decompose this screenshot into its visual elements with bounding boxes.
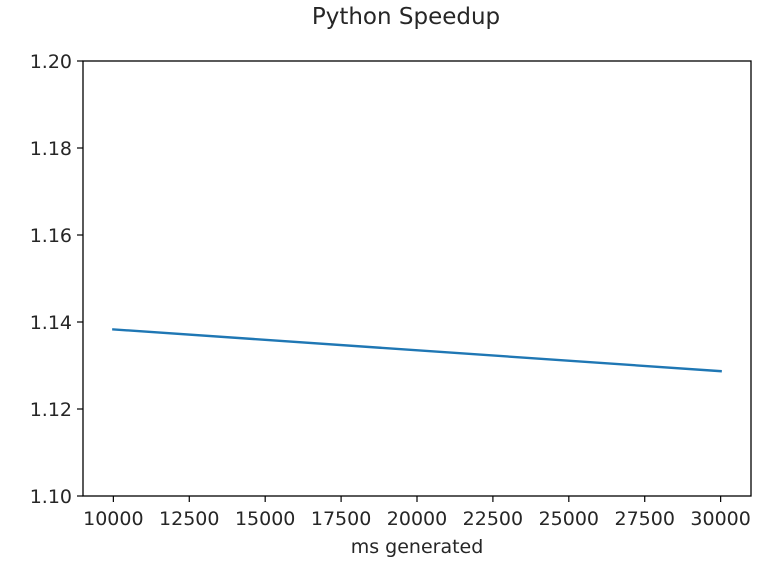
y-tick-label: 1.12 bbox=[30, 399, 72, 421]
ticks-layer: 10000 12500 15000 17500 20000 22500 25000 27500… bbox=[30, 51, 751, 530]
series-layer bbox=[112, 328, 722, 373]
y-tick-label: 1.10 bbox=[30, 486, 72, 508]
y-tick-label: 1.14 bbox=[30, 312, 72, 334]
series-line bbox=[112, 328, 722, 373]
x-axis-label: ms generated bbox=[351, 536, 484, 558]
x-tick-label: 22500 bbox=[463, 508, 523, 530]
y-tick-label: 1.20 bbox=[30, 51, 72, 73]
chart-title: Python Speedup bbox=[312, 4, 500, 30]
x-tick-label: 15000 bbox=[235, 508, 295, 530]
x-tick-label: 27500 bbox=[615, 508, 675, 530]
plot-frame bbox=[82, 60, 752, 497]
x-tick-label: 10000 bbox=[83, 508, 143, 530]
x-tick-label: 25000 bbox=[539, 508, 599, 530]
x-tick-label: 20000 bbox=[387, 508, 447, 530]
x-tick-label: 17500 bbox=[311, 508, 371, 530]
y-tick-label: 1.18 bbox=[30, 138, 72, 160]
x-tick-label: 30000 bbox=[690, 508, 750, 530]
y-tick-label: 1.16 bbox=[30, 225, 72, 247]
x-tick-label: 12500 bbox=[159, 508, 219, 530]
